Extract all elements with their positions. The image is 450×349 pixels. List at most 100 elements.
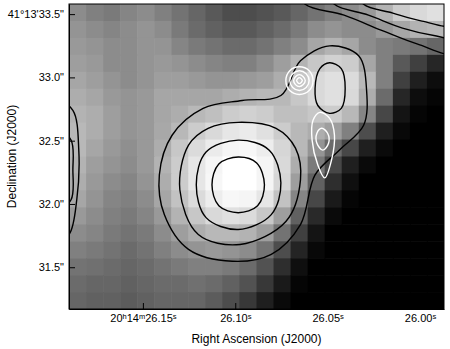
- image-cell: [137, 190, 155, 208]
- image-cell: [222, 55, 240, 73]
- image-cell: [410, 55, 428, 73]
- y-tick-label: 31.5": [39, 261, 64, 273]
- image-cell: [308, 241, 326, 259]
- image-cell: [274, 224, 292, 242]
- plot-frame: [69, 4, 444, 309]
- image-cell: [120, 258, 138, 276]
- image-cell: [222, 123, 240, 141]
- image-cell: [410, 21, 428, 39]
- image-cell: [427, 258, 444, 276]
- image-cell: [86, 258, 104, 276]
- contour: [329, 4, 444, 41]
- image-cell: [427, 123, 444, 141]
- image-cell: [342, 140, 360, 158]
- image-cell: [137, 173, 155, 191]
- image-cell: [205, 21, 223, 39]
- image-cell: [257, 140, 275, 158]
- image-cell: [188, 258, 206, 276]
- x-tick: 26.10ˢ: [220, 303, 252, 324]
- image-cell: [257, 38, 275, 56]
- image: [69, 4, 444, 309]
- image-cell: [359, 190, 377, 208]
- image-cell: [342, 224, 360, 242]
- image-cell: [86, 157, 104, 175]
- image-cell: [308, 224, 326, 242]
- x-axis-title: Right Ascension (J2000): [191, 332, 321, 346]
- contour: [212, 157, 264, 213]
- image-cell: [69, 38, 87, 56]
- image-cell: [103, 258, 121, 276]
- image-cell: [342, 21, 360, 39]
- image-cell: [393, 190, 411, 208]
- image-cell: [325, 89, 343, 107]
- image-cell: [274, 106, 292, 124]
- image-cell: [410, 140, 428, 158]
- image-cell: [393, 4, 411, 22]
- image-cell: [410, 224, 428, 242]
- image-cell: [427, 241, 444, 259]
- y-tick-mark: [69, 77, 75, 78]
- y-tick: 41°13'33.5": [8, 8, 75, 20]
- x-tick: 20ʰ14ᵐ26.15ˢ: [110, 303, 177, 324]
- image-cell: [86, 4, 104, 22]
- image-cell: [205, 292, 223, 309]
- image-cell: [120, 173, 138, 191]
- image-cell: [239, 173, 257, 191]
- image-cell: [137, 106, 155, 124]
- image-cell: [376, 157, 394, 175]
- image-cell: [376, 140, 394, 158]
- image-cell: [222, 224, 240, 242]
- image-cell: [291, 292, 309, 309]
- image-cell: [427, 173, 444, 191]
- image-cell: [376, 275, 394, 293]
- y-tick-label: 41°13'33.5": [8, 8, 64, 20]
- image-cell: [274, 241, 292, 259]
- image-cell: [69, 89, 87, 107]
- image-cell: [274, 207, 292, 225]
- image-cell: [120, 72, 138, 90]
- image-cell: [325, 292, 343, 309]
- image-cell: [291, 38, 309, 56]
- image-cell: [86, 89, 104, 107]
- image-cell: [410, 190, 428, 208]
- image-cell: [257, 21, 275, 39]
- image-cell: [205, 140, 223, 158]
- image-cell: [69, 275, 87, 293]
- image-cell: [257, 258, 275, 276]
- image-cell: [171, 292, 189, 309]
- image-cell: [103, 38, 121, 56]
- image-cell: [137, 224, 155, 242]
- image-cell: [308, 21, 326, 39]
- image-cell: [69, 207, 87, 225]
- image-cell: [188, 72, 206, 90]
- image-cell: [171, 72, 189, 90]
- chart: 20ʰ14ᵐ26.15ˢ 26.10ˢ 26.05ˢ 26.00ˢ 41°13'33.5…: [0, 0, 450, 349]
- x-tick: 26.05ˢ: [312, 303, 344, 324]
- image-cell: [427, 275, 444, 293]
- image-cell: [205, 106, 223, 124]
- image-cell: [69, 258, 87, 276]
- image-cell: [376, 123, 394, 141]
- image-cell: [342, 207, 360, 225]
- image-cell: [359, 207, 377, 225]
- image-cell: [308, 55, 326, 73]
- x-tick-label: 26.00ˢ: [405, 312, 437, 324]
- image-cell: [120, 21, 138, 39]
- image-cell: [205, 207, 223, 225]
- image-cell: [393, 241, 411, 259]
- image-cell: [427, 157, 444, 175]
- contour: [159, 46, 367, 262]
- image-cell: [103, 241, 121, 259]
- image-cell: [86, 55, 104, 73]
- image-cell: [154, 89, 172, 107]
- image-cell: [154, 106, 172, 124]
- image-cell: [86, 224, 104, 242]
- image-cell: [410, 106, 428, 124]
- x-axis: 20ʰ14ᵐ26.15ˢ 26.10ˢ 26.05ˢ 26.00ˢ: [70, 303, 445, 324]
- image-cell: [427, 224, 444, 242]
- contour: [297, 78, 303, 84]
- image-cell: [410, 292, 428, 309]
- image-cell: [410, 123, 428, 141]
- image-cell: [188, 89, 206, 107]
- image-cell: [342, 173, 360, 191]
